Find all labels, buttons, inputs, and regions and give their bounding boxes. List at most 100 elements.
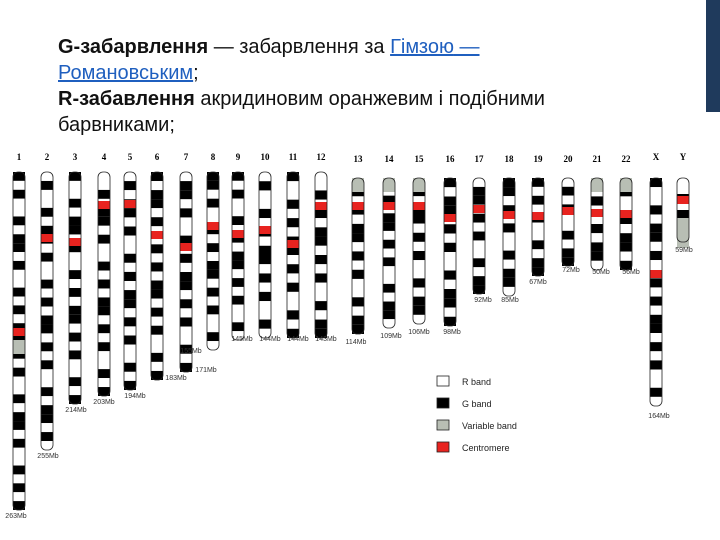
r-band [207, 189, 219, 199]
r-band [383, 248, 395, 258]
centromere [383, 202, 395, 210]
chromosome-label: 1 [17, 152, 22, 162]
g-band [473, 186, 485, 196]
r-band [591, 233, 603, 243]
r-band [259, 218, 271, 228]
g-band [124, 299, 136, 309]
g-band [591, 224, 603, 234]
g-band [41, 324, 53, 334]
g-band [315, 208, 327, 219]
r-band [287, 273, 299, 283]
g-band [503, 205, 515, 215]
r-band [259, 236, 271, 246]
g-banding-text: — забарвлення за [208, 36, 391, 58]
r-band [287, 291, 299, 302]
g-band [259, 291, 271, 302]
r-band [69, 296, 81, 306]
r-band [503, 232, 515, 242]
g-band [151, 325, 163, 335]
r-band [352, 288, 364, 298]
g-band [315, 319, 327, 329]
g-band [287, 199, 299, 209]
centromere [98, 201, 110, 209]
g-band [473, 258, 485, 268]
giemsa-link[interactable]: Гімзою [390, 36, 454, 58]
r-band [287, 255, 299, 265]
g-band [69, 288, 81, 297]
legend-label: Variable band [462, 421, 517, 431]
chromosome-outline [472, 177, 486, 295]
g-band [232, 295, 244, 305]
g-band [444, 316, 456, 326]
r-banding-text: акридиновим оранжевим і подібними [194, 88, 545, 110]
r-band [207, 323, 219, 333]
r-band [41, 189, 53, 199]
centromere [620, 210, 632, 218]
romanowsky-link[interactable]: Романовським [58, 62, 194, 84]
chromosome-outline [649, 177, 663, 407]
r-band [41, 423, 53, 433]
r-band [232, 331, 244, 340]
r-band [232, 225, 244, 234]
chromosome-outline [231, 171, 245, 341]
centromere [413, 202, 425, 210]
legend-swatch [436, 375, 450, 387]
chromosome-size: 98Mb [443, 329, 461, 336]
r-band [352, 260, 364, 270]
g-band [13, 216, 25, 226]
chromosome-size: 59Mb [675, 247, 693, 254]
r-band [620, 196, 632, 206]
r-band [98, 225, 110, 235]
g-band [69, 377, 81, 387]
g-band [232, 216, 244, 226]
dash-link[interactable]: — [453, 36, 480, 58]
r-band [413, 314, 425, 324]
r-band [287, 227, 299, 237]
g-band [207, 305, 219, 315]
g-band [287, 328, 299, 338]
r-band [232, 180, 244, 190]
r-band [259, 199, 271, 209]
g-band [98, 387, 110, 396]
g-band [180, 181, 192, 191]
r-band [98, 378, 110, 388]
r-band [503, 241, 515, 251]
r-band [352, 278, 364, 289]
r-band [503, 259, 515, 269]
r-band [41, 172, 53, 181]
chromosome-label: X [653, 152, 660, 162]
g-band [98, 324, 110, 334]
g-band [69, 350, 81, 360]
chromosome-X: X 164Mb [648, 152, 670, 420]
r-band [41, 351, 53, 361]
r-band [13, 296, 25, 306]
g-band [41, 342, 53, 352]
variable-band [591, 178, 603, 192]
r-band [473, 267, 485, 277]
chromosome-size: 114Mb [346, 339, 367, 346]
g-band [650, 178, 662, 188]
r-band [13, 474, 25, 484]
g-band [13, 243, 25, 253]
centromere [650, 270, 662, 278]
centromere [287, 240, 299, 248]
g-band [413, 232, 425, 242]
chromosome-label: 15 [415, 154, 425, 164]
g-band [13, 465, 25, 475]
g-band [69, 172, 81, 181]
centromere [532, 212, 544, 220]
g-band [620, 242, 632, 252]
chromosome-16: 16 98Mb [443, 154, 461, 336]
r-band [352, 214, 364, 224]
r-band [232, 198, 244, 208]
r-band [180, 308, 192, 318]
chromosome-18: 18 85Mb [501, 154, 519, 304]
r-band [562, 239, 574, 249]
g-band [13, 483, 25, 493]
g-band [232, 278, 244, 287]
r-band [180, 217, 192, 227]
g-band [444, 196, 456, 206]
chromosome-label: 11 [289, 152, 298, 162]
r-band [151, 253, 163, 263]
r-band [287, 319, 299, 329]
